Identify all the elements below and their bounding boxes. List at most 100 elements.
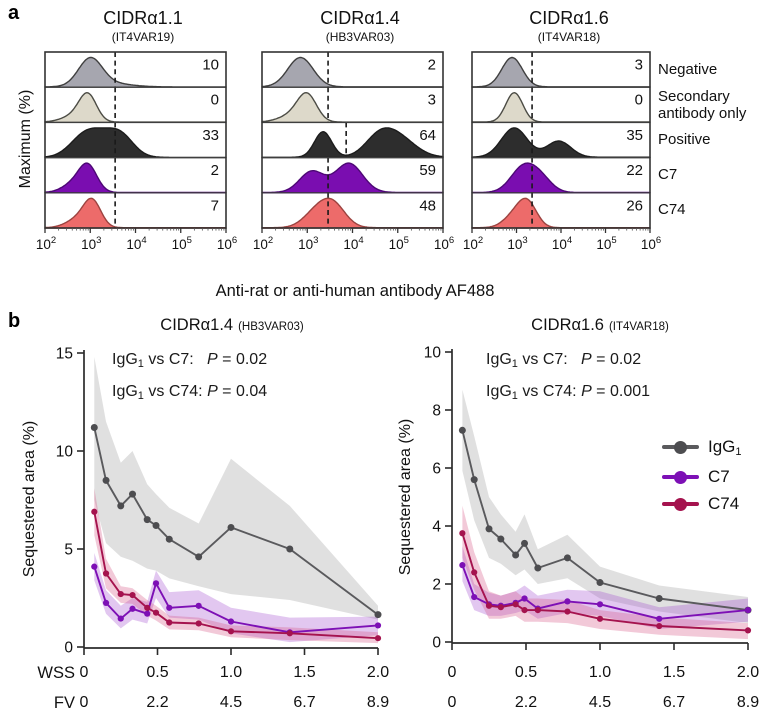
fv-tick-value: 4.5 xyxy=(219,694,243,711)
data-point-igg1 xyxy=(129,490,137,498)
x-tick-label: 104 xyxy=(552,235,572,252)
histogram-curve-c74 xyxy=(471,197,651,229)
confidence-band-igg1 xyxy=(94,356,379,620)
pvalue-line: IgG1 vs C74: P = 0.04 xyxy=(112,383,268,402)
data-point-igg1 xyxy=(165,535,173,543)
x-tick-label: 105 xyxy=(389,235,409,252)
data-point-c74 xyxy=(195,620,202,627)
fv-tick-value: 4.5 xyxy=(588,694,612,711)
data-point-c74 xyxy=(744,627,752,634)
data-point-igg1 xyxy=(497,535,505,543)
histogram-curve-c7 xyxy=(44,162,227,194)
line-chart-title-main: CIDRα1.4 xyxy=(160,316,234,334)
data-point-igg1 xyxy=(655,595,663,602)
data-point-c74 xyxy=(166,619,173,626)
gate-percent-value: 59 xyxy=(419,162,436,179)
data-point-igg1 xyxy=(117,502,125,510)
row-label-c7: C7 xyxy=(658,166,678,184)
gate-percent-value: 3 xyxy=(428,92,436,109)
histogram-title-variant: (IT4VAR18) xyxy=(537,30,601,44)
line-chart-title-variant: (IT4VAR18) xyxy=(608,321,669,333)
data-point-c74 xyxy=(152,609,160,616)
legend-label: IgG1 xyxy=(708,436,742,458)
wss-tick-value: 1.0 xyxy=(219,664,243,681)
data-point-c74 xyxy=(534,607,541,614)
data-point-c7 xyxy=(656,615,663,622)
data-point-c74 xyxy=(521,607,528,614)
histogram-title-cidra1-4: CIDRα1.4 (HB3VAR03) xyxy=(262,8,458,44)
data-point-igg1 xyxy=(286,545,294,553)
panel-a-label: a xyxy=(8,2,20,24)
data-point-c7 xyxy=(374,622,382,629)
gate-percent-value: 3 xyxy=(635,57,643,74)
data-point-c7 xyxy=(117,615,124,622)
fv-tick-value: 2.2 xyxy=(146,694,169,711)
data-point-c74 xyxy=(512,601,519,608)
data-point-igg1 xyxy=(521,539,529,547)
x-tick-label: 102 xyxy=(463,235,483,252)
fv-tick-value: 8.9 xyxy=(366,694,390,711)
fv-row-label: FV xyxy=(53,694,75,712)
x-tick-label: 106 xyxy=(641,235,661,252)
data-point-c7 xyxy=(521,595,528,602)
pvalue-line: IgG1 vs C7: P = 0.02 xyxy=(112,351,268,370)
pvalue-annotations-left: IgG1 vs C7: P = 0.02 IgG1 vs C74: P = 0.… xyxy=(112,346,267,410)
data-point-igg1 xyxy=(485,525,493,533)
data-point-c74 xyxy=(129,591,136,599)
data-point-c7 xyxy=(166,604,173,611)
x-tick-label: 106 xyxy=(217,235,237,252)
data-point-c74 xyxy=(564,608,571,615)
panel-a-x-axis-label: Anti-rat or anti-human antibody AF488 xyxy=(215,282,495,300)
row-label-negative: Negative xyxy=(658,60,718,78)
data-point-c7 xyxy=(152,580,160,587)
line-chart-title-cidra1-6: CIDRα1.6 (IT4VAR18) xyxy=(452,316,748,335)
histogram-curve-positive xyxy=(261,127,444,159)
data-point-c7 xyxy=(129,605,136,612)
fv-tick-value: 0 xyxy=(447,694,457,711)
data-point-igg1 xyxy=(102,476,110,484)
wss-tick-value: 1.5 xyxy=(293,664,316,681)
histogram-curve-c7 xyxy=(261,162,444,194)
histogram-title-variant: (IT4VAR19) xyxy=(111,30,175,44)
histogram-title-main: CIDRα1.6 xyxy=(529,8,609,28)
x-tick-label: 104 xyxy=(126,235,146,252)
histogram-curve-positive xyxy=(471,127,651,159)
pvalue-line: IgG1 vs C7: P = 0.02 xyxy=(486,351,642,370)
wss-tick-value: 2.0 xyxy=(736,664,760,681)
x-tick-label: 106 xyxy=(434,235,454,252)
gate-percent-value: 7 xyxy=(211,197,219,214)
y-tick-label: 6 xyxy=(432,461,441,478)
wss-tick-value: 2.0 xyxy=(366,664,390,681)
gate-percent-value: 0 xyxy=(635,92,643,109)
y-tick-label: 4 xyxy=(432,519,441,536)
data-point-igg1 xyxy=(596,579,604,587)
data-point-c74 xyxy=(596,615,604,622)
legend-dot-swatch xyxy=(674,497,687,511)
x-tick-label: 103 xyxy=(81,235,101,252)
data-point-c74 xyxy=(485,602,493,609)
row-label-c74: C74 xyxy=(658,201,686,219)
flow-histogram-panel-cidra1-6: 3 0 35 22 26 102 103 104 105 106 xyxy=(463,51,661,252)
data-point-igg1 xyxy=(227,523,235,531)
data-point-c74 xyxy=(656,622,663,630)
gate-percent-value: 22 xyxy=(626,162,643,179)
confidence-band-c7 xyxy=(94,552,379,643)
flow-histogram-panel-cidra1-1: 10 0 33 2 7 102 103 104 105 106 xyxy=(36,51,237,252)
data-point-igg1 xyxy=(563,554,571,562)
legend-item-igg1: IgG1 xyxy=(662,436,742,458)
data-point-c74 xyxy=(102,570,110,577)
data-point-c74 xyxy=(227,628,235,635)
histogram-title-cidra1-1: CIDRα1.1 (IT4VAR19) xyxy=(45,8,241,44)
data-point-igg1 xyxy=(512,551,520,559)
data-point-c7 xyxy=(195,602,202,609)
legend-dot-swatch xyxy=(674,440,687,454)
legend-dot-swatch xyxy=(674,470,687,484)
histogram-title-variant: (HB3VAR03) xyxy=(325,30,395,44)
data-point-c74 xyxy=(286,630,293,637)
data-point-c7 xyxy=(227,618,235,625)
pvalue-annotations-right: IgG1 vs C7: P = 0.02 IgG1 vs C74: P = 0.… xyxy=(486,346,650,410)
row-label-positive: Positive xyxy=(658,131,711,148)
wss-row-label: WSS xyxy=(37,664,75,682)
legend-item-c74: C74 xyxy=(662,493,739,515)
